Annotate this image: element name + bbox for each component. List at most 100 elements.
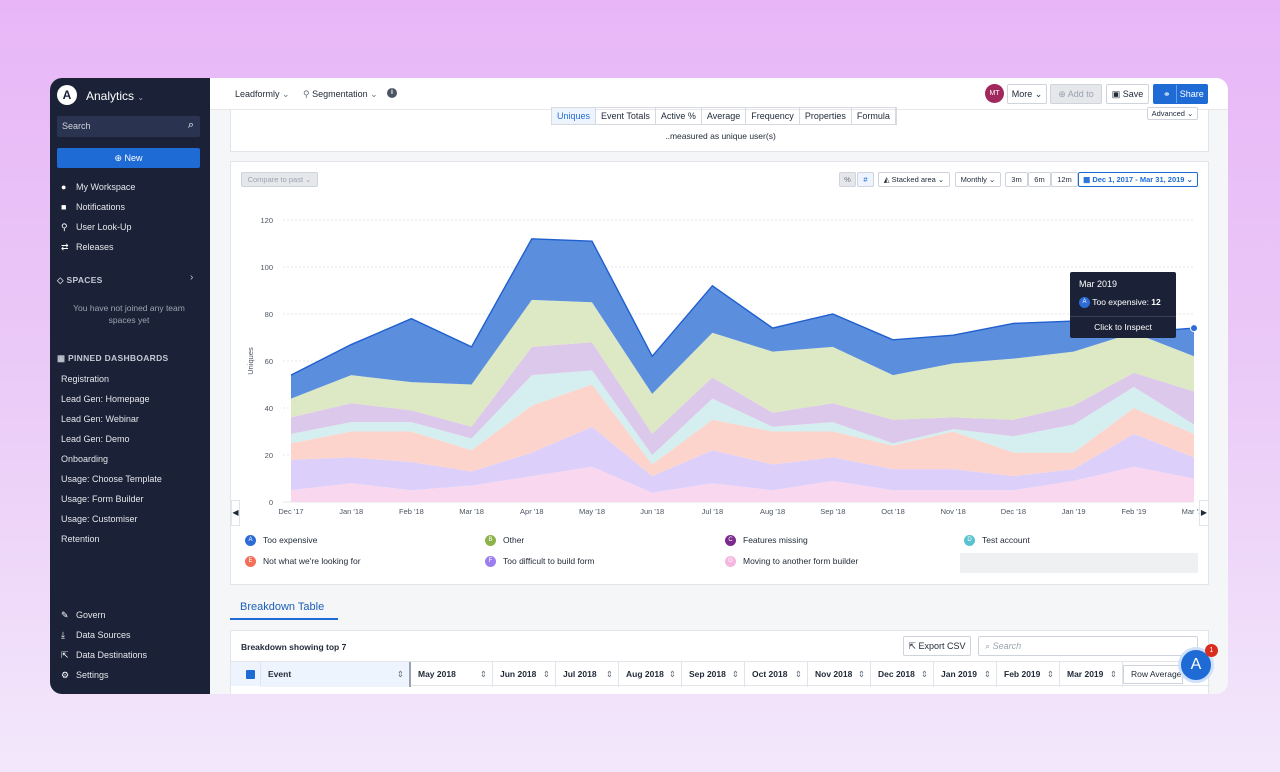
tab-average[interactable]: Average xyxy=(702,108,747,124)
app-switcher[interactable]: Analytics ⌄ xyxy=(86,89,144,103)
column-header[interactable]: Oct 2018 ⇕ xyxy=(745,662,808,687)
column-header[interactable]: Sep 2018 ⇕ xyxy=(682,662,745,687)
sort-icon[interactable]: ⇕ xyxy=(668,669,676,679)
column-header[interactable]: May 2018 ⇕ xyxy=(411,662,493,687)
legend-item[interactable]: D Test account xyxy=(964,535,1030,547)
nav-data-sources[interactable]: ⤓ Data Sources xyxy=(61,630,131,641)
nav-data-destinations[interactable]: ⇱ Data Destinations xyxy=(61,650,147,661)
dashboard-item[interactable]: Lead Gen: Webinar xyxy=(61,414,139,424)
area-series-not-what-we-re-looking-for[interactable] xyxy=(291,384,1194,477)
range-12m[interactable]: 12m xyxy=(1051,172,1078,187)
breakdown-search-input[interactable]: ⌕ Search xyxy=(978,636,1198,656)
help-launcher-button[interactable]: A xyxy=(1178,647,1214,683)
chart-tooltip[interactable]: Mar 2019 A Too expensive: 12 Click to In… xyxy=(1070,272,1176,338)
tab-active-[interactable]: Active % xyxy=(656,108,702,124)
nav-my-workspace[interactable]: ● My Workspace xyxy=(61,182,135,192)
column-header[interactable]: Mar 2019 ⇕ xyxy=(1060,662,1123,687)
interval-select[interactable]: Monthly ⌄ xyxy=(955,172,1001,187)
hover-point[interactable] xyxy=(1190,324,1198,333)
save-button[interactable]: ▣ Save xyxy=(1106,84,1149,104)
sort-icon[interactable]: ⇕ xyxy=(542,669,550,679)
spaces-header[interactable]: ◇ SPACES xyxy=(57,275,103,286)
more-button[interactable]: More ⌄ xyxy=(1007,84,1047,104)
sort-icon[interactable]: ⇕ xyxy=(857,669,865,679)
sidebar-search[interactable]: Search ⌕ xyxy=(57,116,200,137)
tab-breakdown-table[interactable]: Breakdown Table xyxy=(240,601,325,613)
chart-prev-arrow[interactable]: ◀ xyxy=(231,500,240,526)
area-series-test-account[interactable] xyxy=(291,370,1194,465)
legend-item[interactable]: B Other xyxy=(485,535,524,547)
legend-item[interactable]: F Too difficult to build form xyxy=(485,556,595,568)
dashboard-item[interactable]: Onboarding xyxy=(61,454,109,464)
area-series-features-missing[interactable] xyxy=(291,342,1194,455)
info-icon[interactable]: i xyxy=(387,88,397,98)
sort-icon[interactable]: ⇕ xyxy=(605,669,613,679)
dashboard-item[interactable]: Usage: Customiser xyxy=(61,514,138,524)
nav-notifications[interactable]: ■ Notifications xyxy=(61,202,125,212)
sort-icon[interactable]: ⇕ xyxy=(1046,669,1054,679)
tooltip-inspect[interactable]: Click to Inspect xyxy=(1070,316,1176,332)
sort-icon[interactable]: ⇕ xyxy=(983,669,991,679)
column-header[interactable]: Aug 2018 ⇕ xyxy=(619,662,682,687)
sort-icon[interactable]: ⇕ xyxy=(1109,669,1117,679)
project-selector[interactable]: Leadformly ⌄ xyxy=(235,89,290,100)
column-header[interactable]: Feb 2019 ⇕ xyxy=(997,662,1060,687)
tab-formula[interactable]: Formula xyxy=(852,108,896,124)
tab-properties[interactable]: Properties xyxy=(800,108,852,124)
dashboard-item[interactable]: Retention xyxy=(61,534,100,544)
sort-icon[interactable]: ⇕ xyxy=(731,669,739,679)
nav-govern[interactable]: ✎ Govern xyxy=(61,610,106,621)
sort-icon[interactable]: ⇕ xyxy=(479,669,487,679)
new-button[interactable]: ⊕ New xyxy=(57,148,200,168)
compare-to-past-button[interactable]: Compare to past ⌄ xyxy=(241,172,318,187)
area-series-too-expensive[interactable] xyxy=(291,238,1194,399)
share-button[interactable]: ⚭ Share xyxy=(1153,84,1208,104)
dashboard-item[interactable]: Lead Gen: Homepage xyxy=(61,394,150,404)
chart-mode-select[interactable]: ◭ Stacked area ⌄ xyxy=(878,172,950,187)
percent-toggle[interactable]: % xyxy=(839,172,856,187)
legend-item[interactable]: C Features missing xyxy=(725,535,808,547)
sort-icon[interactable]: ⇕ xyxy=(396,669,404,679)
add-to-button[interactable]: ⊕ Add to xyxy=(1050,84,1102,104)
column-header[interactable]: Nov 2018 ⇕ xyxy=(808,662,871,687)
dashboard-item[interactable]: Lead Gen: Demo xyxy=(61,434,130,444)
export-icon: ⇱ xyxy=(61,650,69,660)
dashboard-item[interactable]: Usage: Form Builder xyxy=(61,494,144,504)
column-header[interactable]: Dec 2018 ⇕ xyxy=(871,662,934,687)
column-header[interactable]: Row Average xyxy=(1123,665,1183,684)
legend-item[interactable]: A Too expensive xyxy=(245,535,317,547)
legend-item[interactable]: G Moving to another form builder xyxy=(725,556,858,568)
tab-uniques[interactable]: Uniques xyxy=(552,108,597,124)
chevron-right-icon[interactable]: › xyxy=(190,272,194,283)
chart-type-selector[interactable]: ⚲ Segmentation ⌄ xyxy=(303,89,378,100)
dashboard-item[interactable]: Registration xyxy=(61,374,110,384)
column-header[interactable]: Event ⇕ xyxy=(261,662,411,687)
date-range-picker[interactable]: ▦ Dec 1, 2017 - Mar 31, 2019 ⌄ xyxy=(1078,172,1198,187)
area-series-other[interactable] xyxy=(291,299,1194,434)
sort-icon[interactable]: ⇕ xyxy=(794,669,802,679)
tab-event-totals[interactable]: Event Totals xyxy=(596,108,656,124)
sort-icon[interactable]: ⇕ xyxy=(920,669,928,679)
column-header[interactable]: Jul 2018 ⇕ xyxy=(556,662,619,687)
advanced-button[interactable]: Advanced ⌄ xyxy=(1147,107,1198,120)
legend-label: Test account xyxy=(982,535,1030,545)
column-header[interactable]: Jan 2019 ⇕ xyxy=(934,662,997,687)
nav-releases[interactable]: ⇄ Releases xyxy=(61,242,114,253)
nav-user-lookup[interactable]: ⚲ User Look-Up xyxy=(61,222,132,233)
export-csv-button[interactable]: ⇱ Export CSV xyxy=(903,636,971,656)
range-6m[interactable]: 6m xyxy=(1028,172,1051,187)
nav-settings[interactable]: ⚙ Settings xyxy=(61,670,109,681)
count-toggle[interactable]: # xyxy=(857,172,874,187)
chart-next-arrow[interactable]: ▶ xyxy=(1199,500,1209,526)
range-3m[interactable]: 3m xyxy=(1005,172,1028,187)
dashboard-item[interactable]: Usage: Choose Template xyxy=(61,474,162,484)
select-all-checkbox[interactable] xyxy=(231,662,261,686)
area-series-too-difficult-to-build-form[interactable] xyxy=(291,426,1194,493)
column-header[interactable]: Jun 2018 ⇕ xyxy=(493,662,556,687)
tab-frequency[interactable]: Frequency xyxy=(746,108,800,124)
avatar[interactable]: MT xyxy=(985,84,1004,103)
amplitude-logo[interactable]: A xyxy=(57,85,77,105)
x-tick-label: Feb '18 xyxy=(399,507,424,516)
area-series-moving-to-another-form-builder[interactable] xyxy=(291,466,1194,502)
legend-item[interactable]: E Not what we're looking for xyxy=(245,556,361,568)
